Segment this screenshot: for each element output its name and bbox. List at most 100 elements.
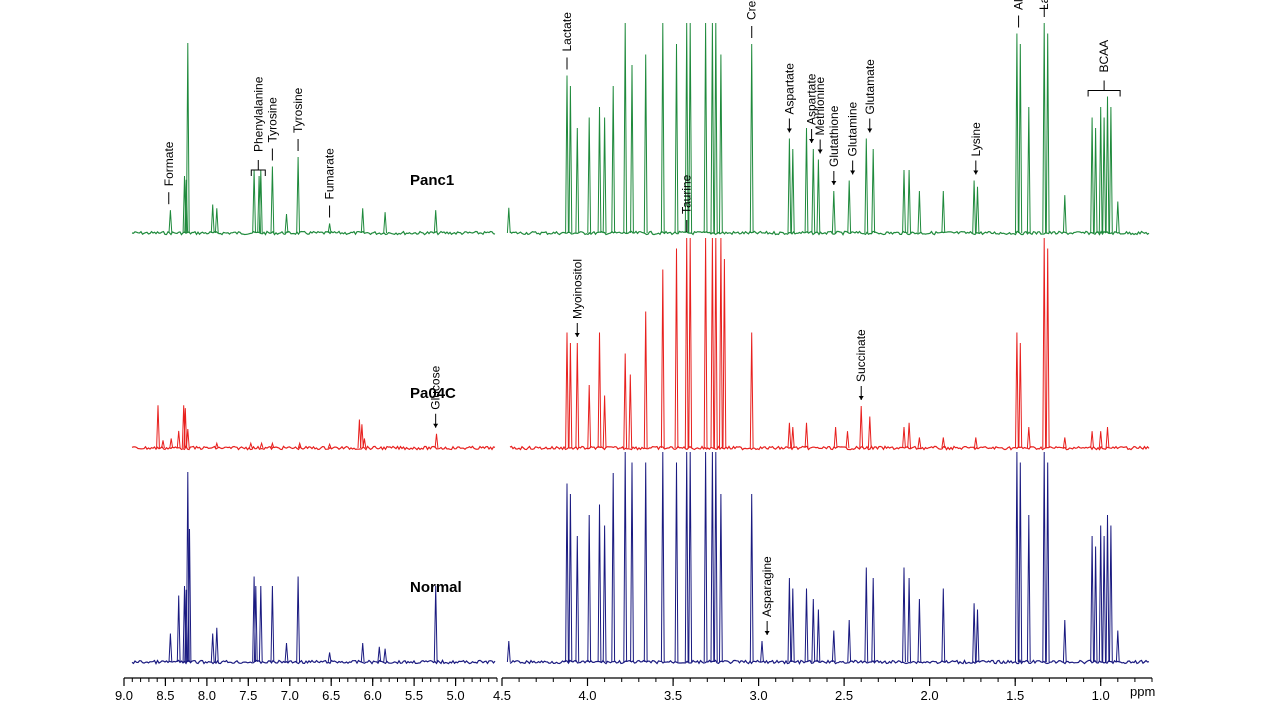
peak-panc1-43 <box>864 138 869 234</box>
annotation-tyrosine-2: Tyrosine <box>265 97 279 161</box>
peak-panc1-0 <box>168 210 173 234</box>
peak-pa04c-33 <box>719 237 723 449</box>
annotation-label: Tyrosine <box>265 97 279 143</box>
spectrum-panc1 <box>131 22 1150 236</box>
peak-normal-32 <box>684 451 689 663</box>
peak-pa04c-36 <box>787 422 792 449</box>
tick-label-1.0: 1.0 <box>1092 688 1110 703</box>
annotation-arrow-head <box>858 396 864 400</box>
annotation-label: Glucose <box>429 365 443 409</box>
peak-pa04c-19 <box>575 342 580 449</box>
peak-panc1-36 <box>787 138 792 234</box>
annotation-methionine-13: Methionine <box>813 76 827 154</box>
peak-panc1-49 <box>972 180 976 234</box>
tick-label-5.5: 5.5 <box>405 688 423 703</box>
peak-normal-63 <box>1098 525 1103 663</box>
peak-normal-21 <box>568 493 573 663</box>
peak-pa04c-31 <box>710 237 715 449</box>
peak-panc1-54 <box>1042 22 1047 234</box>
peak-panc1-34 <box>719 54 723 234</box>
annotation-fumarate-4: Fumarate <box>323 148 337 218</box>
peak-panc1-8 <box>258 170 263 234</box>
peak-normal-40 <box>787 577 792 663</box>
peak-pa04c-53 <box>1062 437 1067 449</box>
peak-pa04c-28 <box>684 237 689 449</box>
peak-panc1-18 <box>568 85 573 234</box>
annotation-glutamate-16: Glutamate <box>863 59 877 133</box>
annotation-arrow-head <box>850 170 856 175</box>
peak-panc1-31 <box>703 22 708 234</box>
peak-pa04c-1 <box>161 440 165 449</box>
peak-pa04c-16 <box>434 433 439 449</box>
peak-normal-30 <box>660 451 665 663</box>
peak-panc1-56 <box>1062 195 1067 234</box>
peak-pa04c-5 <box>183 408 188 449</box>
tick-label-8.5: 8.5 <box>156 688 174 703</box>
peak-normal-56 <box>1018 462 1023 663</box>
peak-normal-20 <box>565 483 569 663</box>
annotation-formate-0: Formate <box>162 141 176 205</box>
baseline-normal-right <box>509 659 1150 665</box>
peak-panc1-40 <box>816 159 821 234</box>
peak-normal-27 <box>623 451 628 663</box>
annotation-label: Formate <box>162 141 176 186</box>
peak-panc1-45 <box>902 169 906 234</box>
peak-normal-45 <box>831 630 836 663</box>
tick-label-8.0: 8.0 <box>198 688 216 703</box>
tick-label-4.5: 4.5 <box>493 688 511 703</box>
peak-normal-25 <box>602 525 607 663</box>
peak-panc1-24 <box>623 22 628 234</box>
peak-panc1-30 <box>688 22 693 234</box>
peak-normal-58 <box>1042 451 1047 663</box>
annotation-myoinositol-7: Myoinositol <box>570 259 584 337</box>
peak-panc1-42 <box>847 180 852 234</box>
annotation-label: Lactate <box>560 12 574 52</box>
annotation-bracket <box>250 160 266 176</box>
peak-panc1-23 <box>611 85 616 234</box>
peak-panc1-12 <box>327 223 332 234</box>
peak-pa04c-11 <box>297 441 302 449</box>
annotation-lactate-20: Lactate <box>1037 0 1051 17</box>
peak-pa04c-49 <box>1018 342 1023 449</box>
peak-pa04c-37 <box>790 426 795 449</box>
peak-normal-44 <box>816 609 821 663</box>
tick-label-7.0: 7.0 <box>281 688 299 703</box>
peak-panc1-44 <box>871 148 876 234</box>
peak-normal-34 <box>703 451 708 663</box>
peak-panc1-41 <box>831 190 836 234</box>
peak-normal-11 <box>270 585 275 663</box>
annotation-label: Asparagine <box>760 556 774 617</box>
peak-normal-37 <box>719 493 723 663</box>
annotation-label: Lactate <box>1037 0 1051 10</box>
peak-normal-17 <box>383 648 387 663</box>
peak-pa04c-48 <box>1015 332 1019 449</box>
peak-pa04c-56 <box>1105 426 1110 449</box>
peak-pa04c-23 <box>623 353 628 449</box>
peak-normal-60 <box>1062 619 1067 663</box>
peak-pa04c-18 <box>568 342 573 449</box>
tick-label-2.5: 2.5 <box>835 688 853 703</box>
annotation-tyrosine-3: Tyrosine <box>291 87 305 151</box>
peak-panc1-14 <box>383 212 387 234</box>
peak-normal-49 <box>902 567 906 663</box>
tick-label-7.5: 7.5 <box>239 688 257 703</box>
peak-normal-13 <box>296 576 300 663</box>
annotation-label: Glutamine <box>846 101 860 156</box>
annotation-label: BCAA <box>1097 40 1111 73</box>
peak-pa04c-17 <box>565 332 569 449</box>
peak-normal-51 <box>917 598 922 663</box>
peak-panc1-35 <box>749 43 754 234</box>
peak-panc1-11 <box>296 156 300 234</box>
peak-panc1-58 <box>1093 127 1098 234</box>
annotation-arrow-head <box>817 149 823 154</box>
peak-pa04c-15 <box>362 438 367 449</box>
peak-pa04c-21 <box>597 332 602 449</box>
peak-normal-65 <box>1105 514 1110 663</box>
peak-pa04c-46 <box>941 437 946 449</box>
sample-label-normal: Normal <box>410 579 462 596</box>
peak-panc1-51 <box>1015 33 1019 234</box>
peak-normal-48 <box>871 577 876 663</box>
peak-normal-53 <box>972 603 976 663</box>
peak-pa04c-6 <box>185 428 190 449</box>
peak-panc1-60 <box>1102 117 1106 234</box>
